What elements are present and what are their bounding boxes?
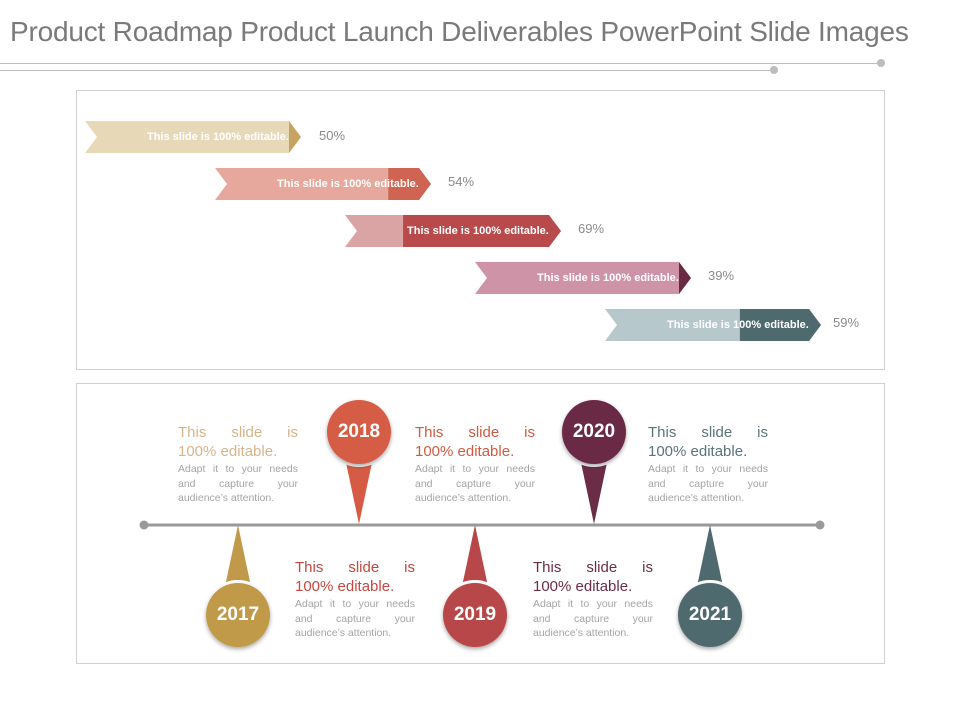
timeline-text-4-heading: This slide is 100% editable. [533, 559, 653, 595]
pin-2017 [203, 525, 273, 650]
progress-percent-5: 59% [833, 315, 860, 330]
progress-bar-label-1: This slide is 100% editable. [147, 131, 289, 143]
progress-arrow-3 [345, 215, 561, 247]
progress-fill-3 [403, 215, 561, 247]
progress-bar-label-2: This slide is 100% editable. [277, 178, 419, 190]
progress-bar-1: This slide is 100% editable. [85, 121, 301, 153]
progress-bar-5: This slide is 100% editable. [605, 309, 821, 341]
progress-arrow-5 [605, 309, 821, 341]
timeline-text-4-body: Adapt it to your needs and capture your … [533, 598, 653, 639]
progress-panel: This slide is 100% editable. 50% This sl… [76, 90, 885, 370]
pin-2018 [324, 397, 394, 524]
timeline-text-1: This slide is 100% editable. Adapt it to… [178, 423, 298, 506]
progress-bar-3: This slide is 100% editable. [345, 215, 561, 247]
pin-2020 [559, 397, 629, 524]
timeline-text-3-body: Adapt it to your needs and capture your … [415, 463, 535, 504]
pin-year-2019: 2019 [453, 604, 497, 625]
progress-bar-label-5: This slide is 100% editable. [667, 319, 809, 331]
progress-fill-2 [388, 168, 431, 200]
timeline-pins [203, 397, 745, 650]
pin-year-2017: 2017 [216, 604, 260, 625]
progress-arrow-1 [85, 121, 301, 153]
progress-arrow-4 [475, 262, 691, 294]
progress-arrow-2 [215, 168, 431, 200]
progress-percent-1: 50% [319, 128, 346, 143]
progress-fill-1 [289, 121, 301, 153]
progress-fill-5 [739, 309, 821, 341]
progress-bar-4: This slide is 100% editable. [475, 262, 691, 294]
progress-percent-3: 69% [578, 221, 605, 236]
title-rule-top-dot [877, 59, 885, 67]
progress-bar-2: This slide is 100% editable. [215, 168, 431, 200]
progress-percent-4: 39% [708, 268, 735, 283]
progress-bar-label-3: This slide is 100% editable. [407, 225, 549, 237]
timeline-panel: 2018 2020 2017 2019 2021 This slide is 1… [76, 383, 885, 664]
title-rule-top [0, 63, 881, 64]
timeline-text-3: This slide is 100% editable. Adapt it to… [415, 423, 535, 506]
title-rule-bottom-dot [770, 66, 778, 74]
timeline-text-4: This slide is 100% editable. Adapt it to… [533, 558, 653, 641]
timeline-text-1-heading: This slide is 100% editable. [178, 424, 298, 460]
pin-year-2018: 2018 [337, 421, 381, 442]
timeline-axis [139, 520, 825, 530]
slide-title: Product Roadmap Product Launch Deliverab… [10, 16, 909, 47]
progress-bar-label-4: This slide is 100% editable. [537, 272, 679, 284]
timeline-text-2: This slide is 100% editable. Adapt it to… [295, 558, 415, 641]
pin-year-2020: 2020 [572, 421, 616, 442]
timeline-text-3-heading: This slide is 100% editable. [415, 424, 535, 460]
progress-percent-2: 54% [448, 174, 475, 189]
timeline-text-2-body: Adapt it to your needs and capture your … [295, 598, 415, 639]
pin-year-2021: 2021 [688, 604, 732, 625]
pin-2019 [440, 525, 510, 650]
pin-2021 [675, 525, 745, 650]
timeline-text-1-body: Adapt it to your needs and capture your … [178, 463, 298, 504]
timeline-text-2-heading: This slide is 100% editable. [295, 559, 415, 595]
progress-fill-4 [679, 262, 691, 294]
timeline-text-5-body: Adapt it to your needs and capture your … [648, 463, 768, 504]
timeline-text-5-heading: This slide is 100% editable. [648, 424, 768, 460]
timeline-text-5: This slide is 100% editable. Adapt it to… [648, 423, 768, 506]
title-rule-bottom [0, 70, 774, 71]
